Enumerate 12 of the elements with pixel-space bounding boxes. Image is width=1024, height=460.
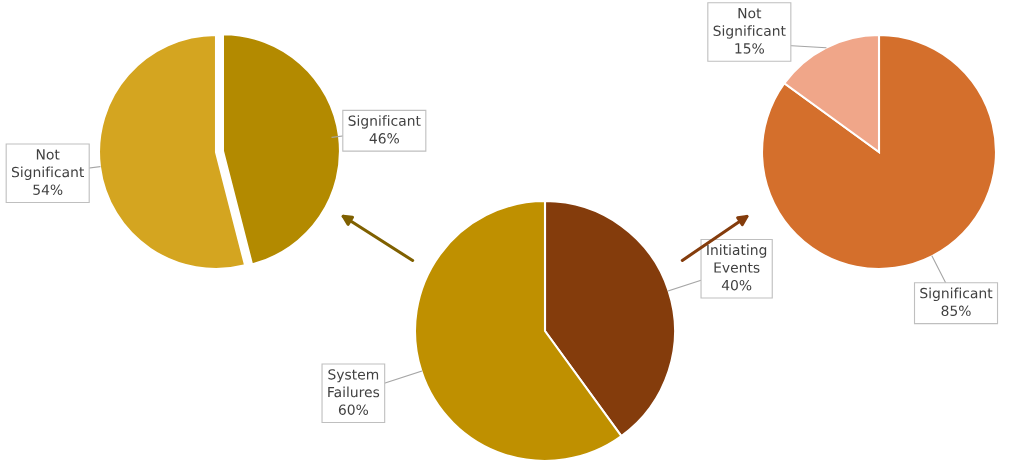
slice-label: System Failures [328,369,380,398]
slice-label: Not Significant [11,149,84,180]
data-label: 54% [33,184,63,195]
data-label: 40% [721,279,752,291]
slice-label: Significant [920,287,993,302]
data-label: 85% [941,305,971,317]
data-label: 46% [369,133,399,144]
slice-label: Not Significant [713,8,786,39]
data-label: 15% [735,43,764,54]
slice-label: Significant [348,115,421,129]
data-label: 60% [338,404,369,415]
slice-label: Initiating Events [707,244,767,273]
